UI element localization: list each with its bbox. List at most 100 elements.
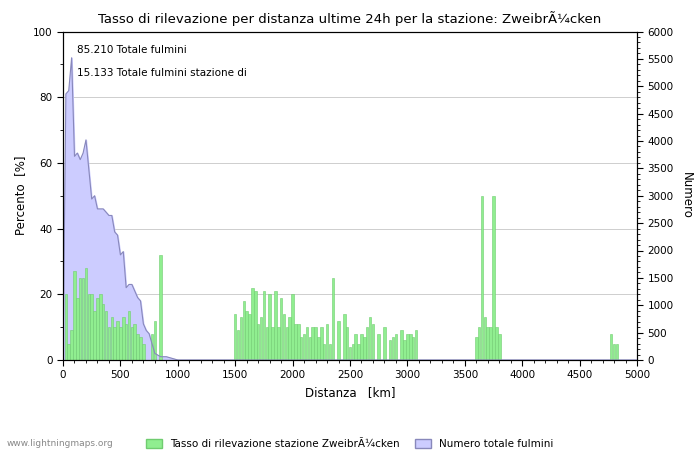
X-axis label: Distanza   [km]: Distanza [km] <box>304 386 395 399</box>
Bar <box>88 294 90 360</box>
Bar <box>234 314 237 360</box>
Bar <box>111 317 113 360</box>
Bar <box>254 291 257 360</box>
Bar <box>239 317 242 360</box>
Bar <box>277 327 279 360</box>
Bar <box>99 294 101 360</box>
Bar <box>377 334 380 360</box>
Bar <box>326 324 328 360</box>
Bar <box>354 334 357 360</box>
Bar <box>251 288 253 360</box>
Bar <box>93 310 96 360</box>
Bar <box>131 327 133 360</box>
Bar <box>343 314 346 360</box>
Bar <box>67 344 70 360</box>
Bar <box>242 301 245 360</box>
Bar <box>323 344 326 360</box>
Bar <box>366 327 368 360</box>
Bar <box>612 344 615 360</box>
Bar <box>475 337 477 360</box>
Bar <box>265 327 268 360</box>
Bar <box>320 327 323 360</box>
Bar <box>102 304 104 360</box>
Bar <box>136 334 139 360</box>
Bar <box>105 310 107 360</box>
Bar <box>113 327 116 360</box>
Bar <box>119 327 122 360</box>
Bar <box>357 344 360 360</box>
Bar <box>615 344 618 360</box>
Bar <box>337 320 340 360</box>
Bar <box>314 327 317 360</box>
Bar <box>492 196 495 360</box>
Bar <box>134 324 136 360</box>
Bar <box>481 196 483 360</box>
Bar <box>268 294 271 360</box>
Bar <box>286 327 288 360</box>
Bar <box>309 337 311 360</box>
Bar <box>274 291 277 360</box>
Bar <box>363 337 365 360</box>
Bar <box>79 278 81 360</box>
Bar <box>300 337 302 360</box>
Bar <box>317 337 320 360</box>
Bar <box>82 278 85 360</box>
Title: Tasso di rilevazione per distanza ultime 24h per la stazione: ZweibrÃ¼cken: Tasso di rilevazione per distanza ultime… <box>99 11 601 26</box>
Bar <box>70 330 73 360</box>
Bar <box>291 294 294 360</box>
Y-axis label: Numero: Numero <box>680 172 693 219</box>
Bar <box>369 317 372 360</box>
Legend: Tasso di rilevazione stazione ZweibrÃ¼cken, Numero totale fulmini: Tasso di rilevazione stazione ZweibrÃ¼ck… <box>142 435 558 450</box>
Bar <box>64 294 67 360</box>
Bar <box>76 297 78 360</box>
Bar <box>346 327 349 360</box>
Bar <box>125 324 127 360</box>
Bar <box>403 340 406 360</box>
Bar <box>351 344 354 360</box>
Bar <box>127 310 130 360</box>
Bar <box>288 317 291 360</box>
Bar <box>246 310 248 360</box>
Bar <box>280 297 282 360</box>
Bar <box>116 320 119 360</box>
Bar <box>262 291 265 360</box>
Bar <box>237 330 239 360</box>
Bar <box>486 327 489 360</box>
Bar <box>400 330 403 360</box>
Bar <box>150 334 153 360</box>
Text: 15.133 Totale fulmini stazione di: 15.133 Totale fulmini stazione di <box>77 68 247 78</box>
Bar <box>122 317 125 360</box>
Bar <box>409 334 412 360</box>
Bar <box>495 327 498 360</box>
Bar <box>328 344 331 360</box>
Bar <box>392 337 394 360</box>
Bar <box>478 327 480 360</box>
Bar <box>153 320 156 360</box>
Bar <box>498 334 500 360</box>
Bar <box>248 314 251 360</box>
Bar <box>484 317 486 360</box>
Bar <box>271 327 274 360</box>
Bar <box>372 324 375 360</box>
Bar <box>610 334 612 360</box>
Bar <box>383 327 386 360</box>
Bar <box>412 337 414 360</box>
Bar <box>312 327 314 360</box>
Bar <box>395 334 397 360</box>
Bar <box>74 271 76 360</box>
Bar <box>349 347 351 360</box>
Bar <box>283 314 286 360</box>
Bar <box>139 337 142 360</box>
Bar <box>260 317 262 360</box>
Bar <box>414 330 417 360</box>
Bar <box>303 334 305 360</box>
Bar <box>389 340 391 360</box>
Bar <box>306 327 308 360</box>
Bar <box>406 334 409 360</box>
Bar <box>142 344 145 360</box>
Bar <box>297 324 300 360</box>
Bar <box>257 324 260 360</box>
Bar <box>96 297 99 360</box>
Bar <box>108 327 110 360</box>
Bar <box>85 268 88 360</box>
